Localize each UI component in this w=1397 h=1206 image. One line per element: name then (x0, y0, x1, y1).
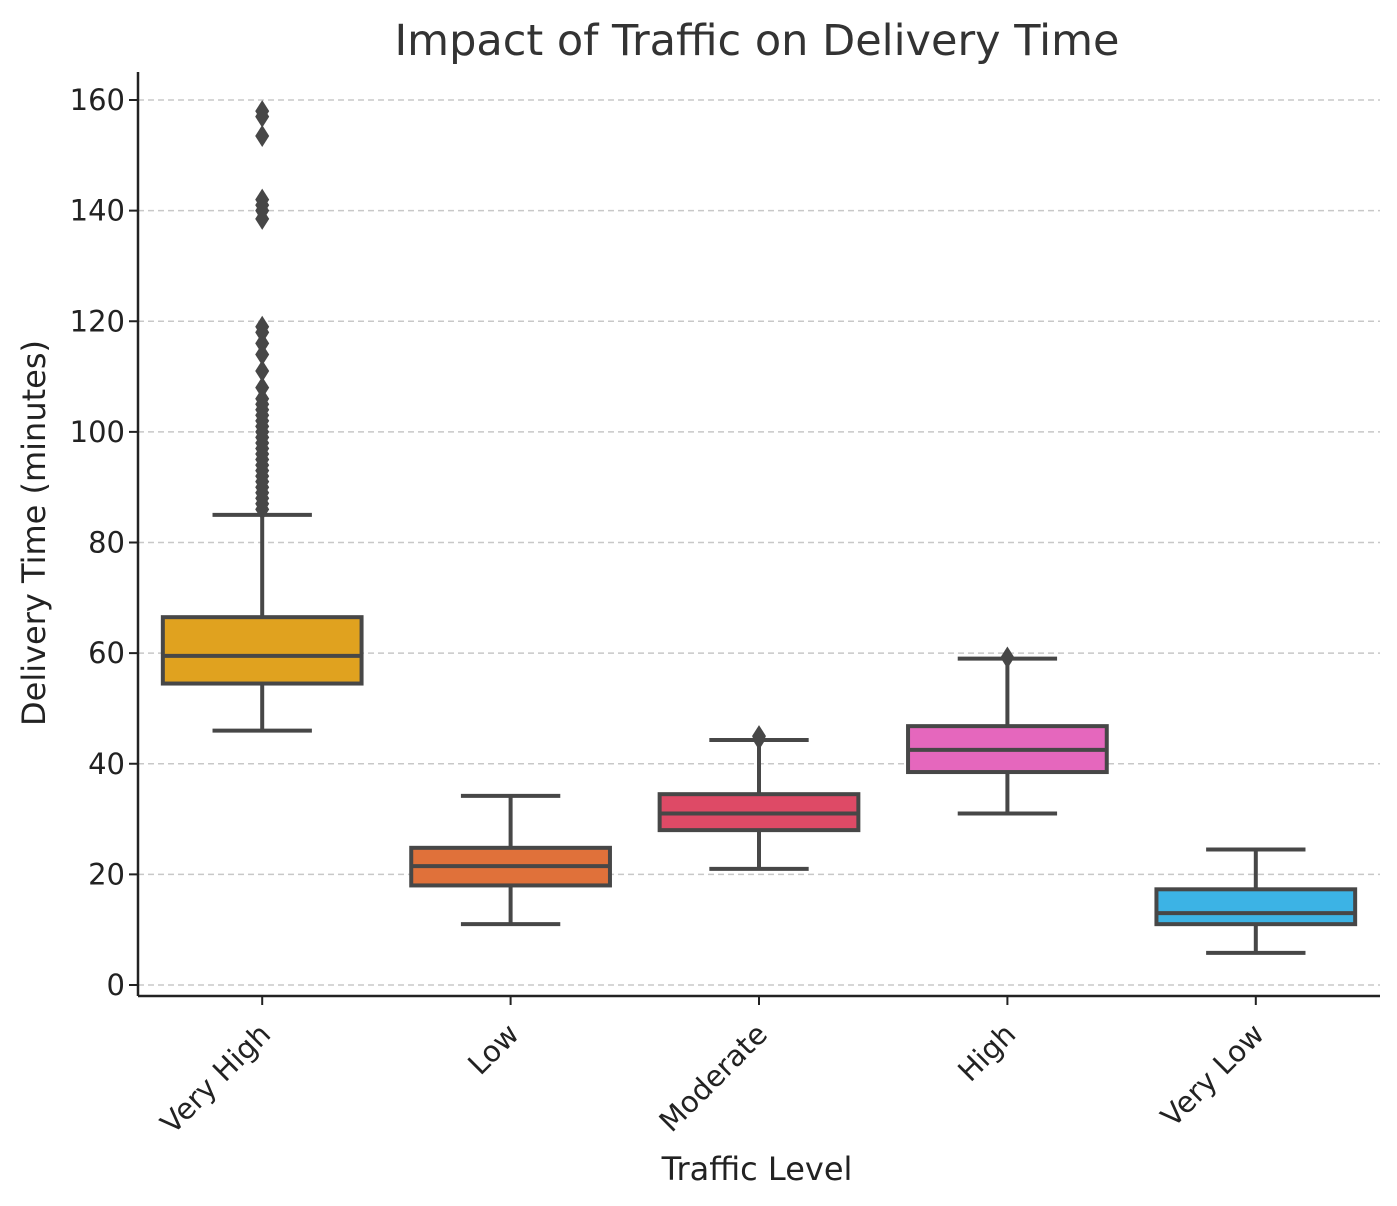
outlier-point (1000, 646, 1015, 669)
x-tick-label: Very High (154, 1017, 277, 1140)
box-group (657, 725, 861, 871)
outlier-point (255, 124, 270, 147)
boxes (160, 100, 1358, 955)
y-tick-label: 40 (88, 747, 125, 781)
y-tick-label: 140 (70, 194, 125, 228)
y-axis-label: Delivery Time (minutes) (15, 340, 53, 726)
y-tick-label: 160 (70, 83, 125, 117)
outlier-point (752, 725, 766, 748)
x-axis-label: Traffic Level (661, 1150, 853, 1188)
outlier-point (255, 376, 270, 399)
y-tick-label: 60 (88, 636, 125, 670)
chart-title: Impact of Traffic on Delivery Time (395, 16, 1120, 66)
x-tick-label: High (951, 1017, 1022, 1088)
box-group (1154, 847, 1358, 955)
box (1154, 887, 1358, 927)
box-group (160, 100, 364, 733)
x-tick-label: Low (461, 1017, 525, 1081)
x-tick-label: Very Low (1154, 1017, 1271, 1134)
y-tick-label: 120 (70, 304, 125, 338)
box-group (409, 793, 612, 927)
outlier-point (255, 100, 270, 123)
outlier-point (255, 360, 270, 383)
y-tick-label: 80 (88, 526, 125, 560)
y-tick-label: 100 (70, 415, 125, 449)
x-tick-label: Moderate (652, 1017, 774, 1139)
outlier-point (255, 332, 270, 355)
box-group (906, 646, 1109, 816)
outlier-point (255, 315, 270, 338)
y-tick-label: 0 (107, 968, 125, 1002)
outlier-point (255, 387, 270, 410)
box (160, 615, 364, 686)
outlier-point (255, 343, 270, 366)
axes: 0 20 40 60 80 100 120 140 160 Very High Low Moderat… (70, 72, 1380, 1140)
gridlines (138, 99, 1380, 986)
outlier-point (255, 188, 270, 211)
y-tick-label: 20 (88, 857, 125, 891)
